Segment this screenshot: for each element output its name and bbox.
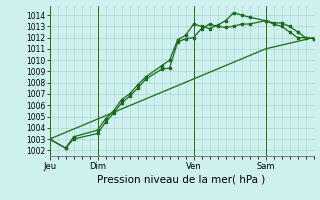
X-axis label: Pression niveau de la mer( hPa ): Pression niveau de la mer( hPa )	[98, 175, 266, 185]
